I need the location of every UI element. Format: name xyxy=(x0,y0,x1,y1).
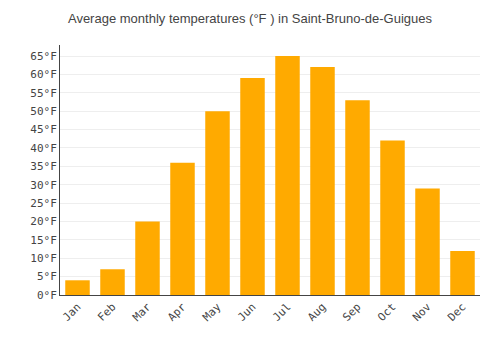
svg-text:60°F: 60°F xyxy=(30,68,57,81)
svg-text:Jun: Jun xyxy=(235,301,258,324)
svg-text:5°F: 5°F xyxy=(37,270,57,283)
svg-text:0°F: 0°F xyxy=(37,289,57,302)
svg-text:Apr: Apr xyxy=(165,300,189,324)
svg-text:Oct: Oct xyxy=(375,301,398,324)
svg-text:Aug: Aug xyxy=(305,301,328,324)
svg-text:Jan: Jan xyxy=(60,301,83,324)
svg-text:15°F: 15°F xyxy=(30,234,57,247)
svg-text:65°F: 65°F xyxy=(30,50,57,63)
svg-text:55°F: 55°F xyxy=(30,87,57,100)
svg-text:30°F: 30°F xyxy=(30,179,57,192)
svg-text:Jul: Jul xyxy=(270,301,293,324)
svg-text:40°F: 40°F xyxy=(30,142,57,155)
svg-text:45°F: 45°F xyxy=(30,123,57,136)
svg-text:35°F: 35°F xyxy=(30,160,57,173)
svg-text:Dec: Dec xyxy=(445,301,468,324)
svg-text:Average monthly temperatures (: Average monthly temperatures (°F ) in Sa… xyxy=(68,11,433,26)
svg-text:50°F: 50°F xyxy=(30,105,57,118)
svg-text:25°F: 25°F xyxy=(30,197,57,210)
svg-text:20°F: 20°F xyxy=(30,215,57,228)
svg-text:Feb: Feb xyxy=(95,301,118,324)
svg-text:Nov: Nov xyxy=(410,300,434,324)
svg-text:May: May xyxy=(200,300,224,324)
svg-text:Mar: Mar xyxy=(130,300,154,324)
svg-text:10°F: 10°F xyxy=(30,252,57,265)
svg-text:Sep: Sep xyxy=(340,301,363,324)
